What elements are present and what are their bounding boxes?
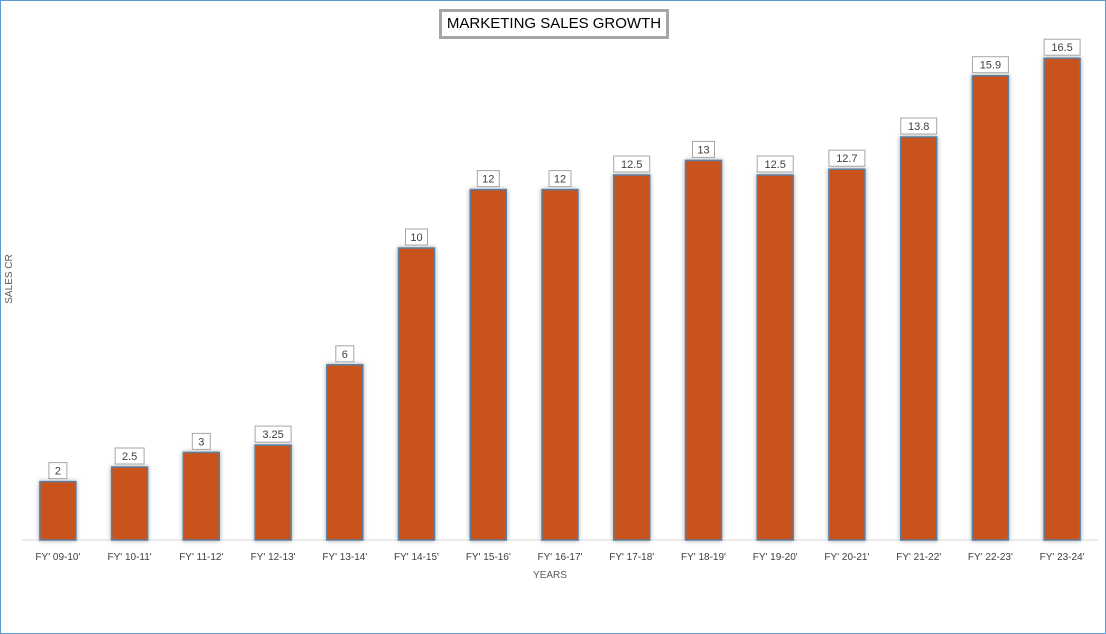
x-tick-label: FY' 15-16' <box>466 552 511 563</box>
x-tick-label: FY' 20-21' <box>824 552 869 563</box>
x-tick-label: FY' 17-18' <box>609 552 654 563</box>
data-label-box <box>476 170 500 188</box>
data-labels-layer: 2 2.5 3 3.25 6 10 12 12 12.5 13 12.5 12.7 13.8 15.9 16… <box>48 38 1081 480</box>
x-tick-label: FY' 09-10' <box>35 552 80 563</box>
data-label-box <box>900 117 938 135</box>
data-label-box <box>692 140 715 158</box>
data-label-box <box>828 149 866 167</box>
data-label: 3.25 <box>262 429 283 441</box>
x-tick-label: FY' 14-15' <box>394 552 439 563</box>
bar <box>828 168 866 541</box>
bar <box>899 136 938 541</box>
data-label: 12 <box>482 174 494 186</box>
x-tick-label: FY' 18-19' <box>681 552 726 563</box>
data-label-box <box>971 56 1009 74</box>
bar <box>469 188 508 541</box>
data-label: 3 <box>198 436 204 448</box>
bar <box>684 159 723 541</box>
data-label-box <box>1043 38 1081 56</box>
data-label-box <box>756 155 794 173</box>
bar <box>541 188 579 541</box>
x-tick-label: FY' 22-23' <box>968 552 1013 563</box>
bar <box>612 174 651 541</box>
bar <box>971 74 1010 541</box>
data-label: 15.9 <box>980 60 1001 72</box>
bar <box>110 466 149 541</box>
data-label-box <box>48 462 68 480</box>
bars-layer <box>39 57 1081 541</box>
data-label: 12.7 <box>836 153 857 165</box>
chart-title: MARKETING SALES GROWTH <box>439 9 669 39</box>
x-tick-label: FY' 21-22' <box>896 552 941 563</box>
data-label-box <box>405 228 428 246</box>
bar <box>254 444 292 541</box>
bar <box>397 247 436 541</box>
data-label: 13.8 <box>908 121 929 133</box>
data-label: 16.5 <box>1051 42 1072 54</box>
x-tick-label: FY' 11-12' <box>179 552 223 563</box>
x-tick-label: FY' 23-24' <box>1040 552 1085 563</box>
x-tick-labels-layer: FY' 09-10' FY' 10-11' FY' 11-12' FY' 12-13'… <box>35 552 1084 563</box>
x-tick-label: FY' 16-17' <box>538 552 583 563</box>
bar <box>326 364 364 541</box>
data-label: 12 <box>554 174 566 186</box>
x-tick-label: FY' 10-11' <box>107 552 151 563</box>
x-tick-label: FY' 13-14' <box>322 552 367 563</box>
data-label: 2.5 <box>122 451 137 463</box>
data-label: 10 <box>410 232 422 244</box>
data-label: 2 <box>55 466 61 478</box>
data-label-box <box>114 447 145 465</box>
data-label: 12.5 <box>621 159 642 171</box>
data-label: 13 <box>697 144 709 156</box>
data-label-box <box>613 155 651 173</box>
data-label: 6 <box>342 349 348 361</box>
data-label-box <box>335 345 355 363</box>
data-label-box <box>548 170 572 188</box>
bar <box>39 480 77 541</box>
data-label-box <box>191 432 211 450</box>
data-label: 12.5 <box>764 159 785 171</box>
bar <box>1043 57 1081 541</box>
x-tick-label: FY' 12-13' <box>251 552 296 563</box>
data-label-box <box>254 425 292 443</box>
x-tick-label: FY' 19-20' <box>753 552 798 563</box>
bar <box>756 174 794 541</box>
x-axis-title: YEARS <box>533 570 567 581</box>
bar <box>182 451 221 541</box>
